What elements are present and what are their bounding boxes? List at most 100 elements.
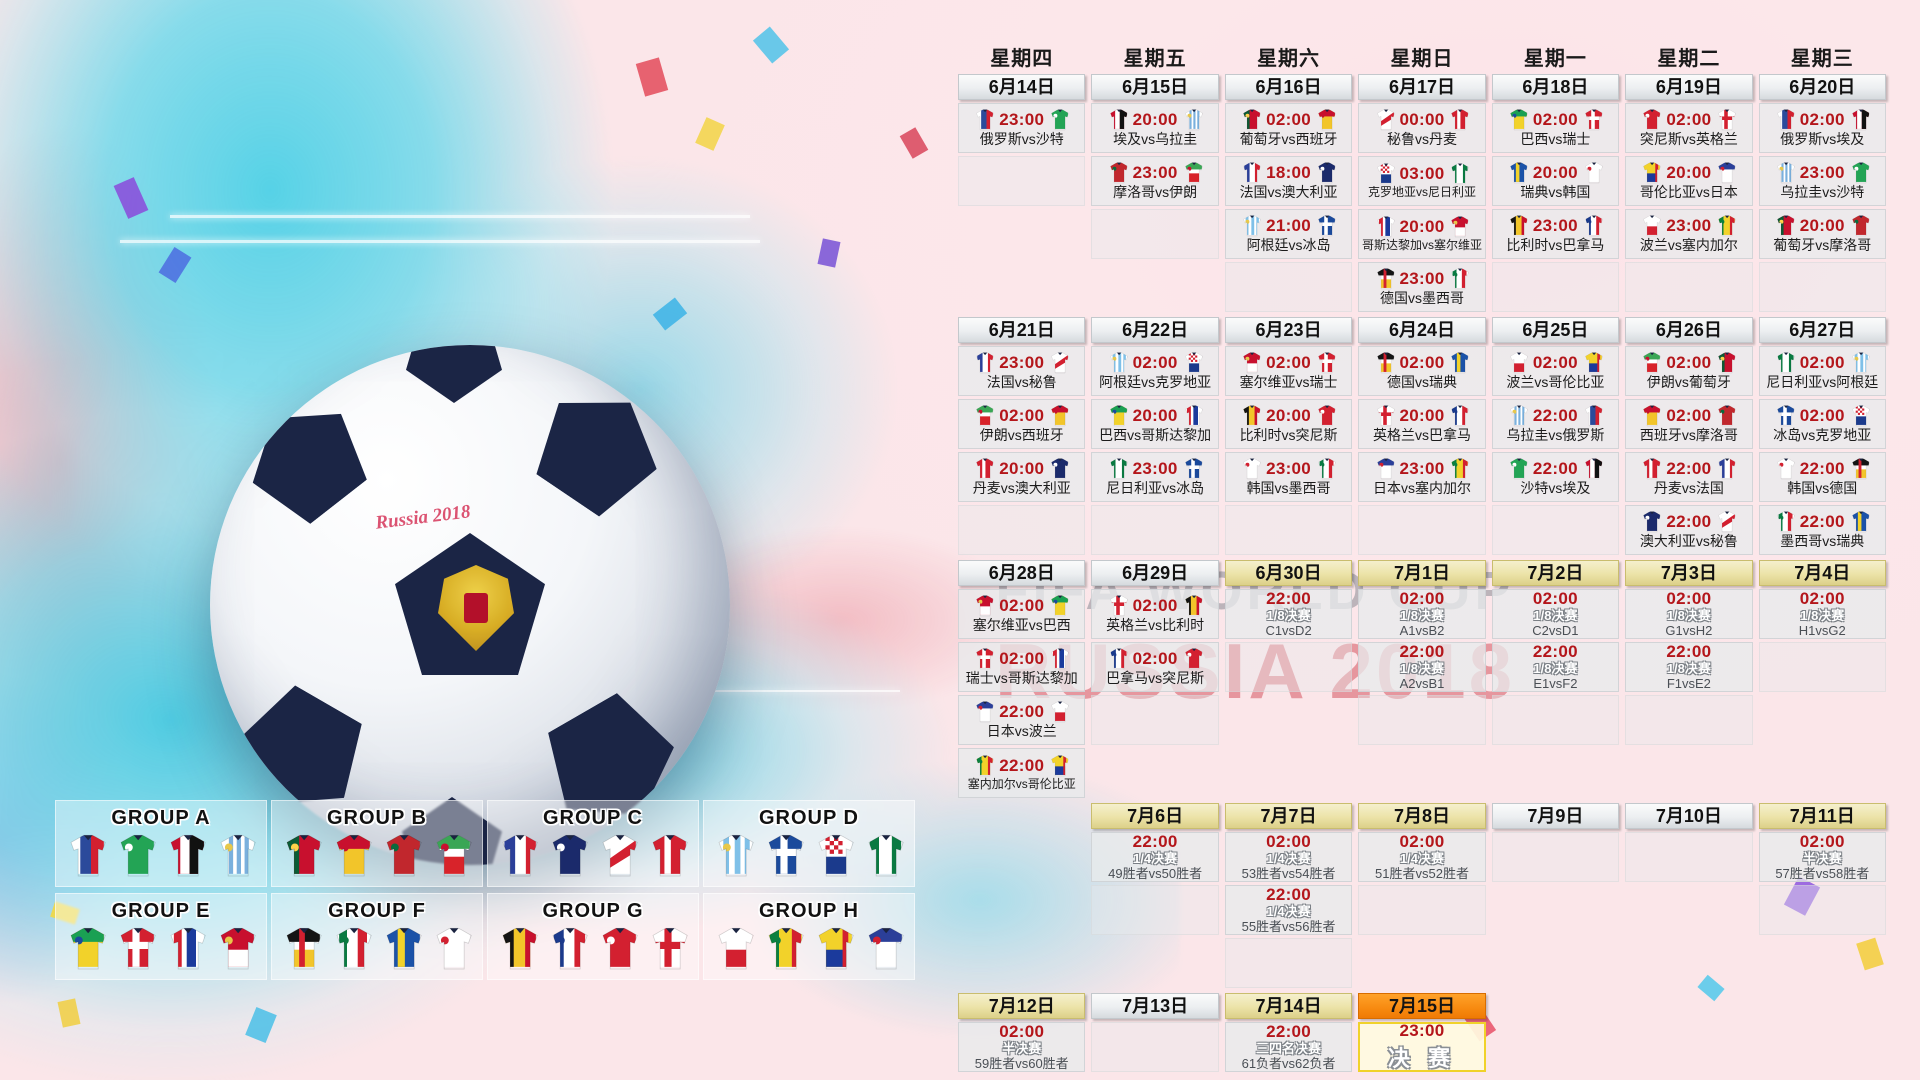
match-cell[interactable]: 02:00 突尼斯vs英格兰 [1625, 103, 1753, 153]
match-cell[interactable]: 02:00 1/4决赛 53胜者vs54胜者 [1224, 832, 1353, 882]
match-cell[interactable]: 20:00 英格兰vs巴拿马 [1358, 399, 1486, 449]
match-cell[interactable]: 02:00 俄罗斯vs埃及 [1758, 103, 1886, 153]
date-header[interactable]: 6月18日 [1491, 74, 1620, 100]
date-header[interactable]: 6月17日 [1358, 74, 1486, 100]
match-cell[interactable]: 02:00 伊朗vs西班牙 [958, 399, 1086, 449]
match-cell[interactable]: 21:00 阿根廷vs冰岛 [1224, 209, 1353, 259]
match-cell[interactable]: 23:00 尼日利亚vs冰岛 [1091, 452, 1219, 502]
date-header[interactable]: 6月28日 [958, 560, 1086, 586]
date-header[interactable]: 7月12日 [958, 993, 1086, 1019]
date-header[interactable]: 7月15日 [1358, 993, 1486, 1019]
match-cell[interactable]: 23:00 摩洛哥vs伊朗 [1091, 156, 1219, 206]
match-cell[interactable]: 20:00 哥斯达黎加vs塞尔维亚 [1358, 209, 1486, 259]
date-header[interactable]: 6月25日 [1491, 317, 1620, 343]
match-cell[interactable]: 22:00 沙特vs埃及 [1491, 452, 1620, 502]
date-header[interactable]: 6月30日 [1224, 560, 1353, 586]
group-box-group-b[interactable]: GROUP B [271, 800, 483, 887]
date-header[interactable]: 6月24日 [1358, 317, 1486, 343]
match-cell[interactable]: 02:00 冰岛vs克罗地亚 [1758, 399, 1886, 449]
date-header[interactable]: 6月27日 [1758, 317, 1886, 343]
match-cell[interactable]: 22:00 1/8决赛 F1vsE2 [1625, 642, 1753, 692]
match-cell[interactable]: 02:00 西班牙vs摩洛哥 [1625, 399, 1753, 449]
date-header[interactable]: 7月4日 [1758, 560, 1886, 586]
date-header[interactable]: 7月2日 [1491, 560, 1620, 586]
group-box-group-d[interactable]: GROUP D [703, 800, 915, 887]
match-cell[interactable]: 23:00 比利时vs巴拿马 [1491, 209, 1620, 259]
match-cell[interactable]: 23:00 乌拉圭vs沙特 [1758, 156, 1886, 206]
match-cell[interactable]: 02:00 伊朗vs葡萄牙 [1625, 346, 1753, 396]
match-cell[interactable]: 22:00 塞内加尔vs哥伦比亚 [958, 748, 1086, 798]
date-header[interactable]: 7月11日 [1758, 803, 1886, 829]
group-box-group-f[interactable]: GROUP F [271, 893, 483, 980]
match-cell[interactable]: 02:00 葡萄牙vs西班牙 [1224, 103, 1353, 153]
group-box-group-h[interactable]: GROUP H [703, 893, 915, 980]
match-cell[interactable]: 20:00 比利时vs突尼斯 [1224, 399, 1353, 449]
match-cell[interactable]: 02:00 半决赛 59胜者vs60胜者 [958, 1022, 1086, 1072]
match-cell[interactable]: 23:00 德国vs墨西哥 [1358, 262, 1486, 312]
match-cell[interactable]: 23:00 日本vs塞内加尔 [1358, 452, 1486, 502]
match-cell[interactable]: 20:00 瑞典vs韩国 [1491, 156, 1620, 206]
match-cell[interactable]: 18:00 法国vs澳大利亚 [1224, 156, 1353, 206]
match-cell[interactable]: 22:00 三四名决赛 61负者vs62负者 [1224, 1022, 1353, 1072]
date-header[interactable]: 6月15日 [1091, 74, 1219, 100]
match-cell[interactable]: 22:00 韩国vs德国 [1758, 452, 1886, 502]
date-header[interactable]: 7月7日 [1224, 803, 1353, 829]
match-cell[interactable]: 22:00 丹麦vs法国 [1625, 452, 1753, 502]
match-cell[interactable]: 02:00 尼日利亚vs阿根廷 [1758, 346, 1886, 396]
group-box-group-e[interactable]: GROUP E [55, 893, 267, 980]
match-cell[interactable]: 23:00 法国vs秘鲁 [958, 346, 1086, 396]
match-cell[interactable]: 22:00 1/8决赛 E1vsF2 [1491, 642, 1620, 692]
date-header[interactable]: 6月14日 [958, 74, 1086, 100]
match-cell[interactable]: 22:00 澳大利亚vs秘鲁 [1625, 505, 1753, 555]
match-cell[interactable]: 02:00 1/4决赛 51胜者vs52胜者 [1358, 832, 1486, 882]
group-box-group-c[interactable]: GROUP C [487, 800, 699, 887]
match-cell[interactable]: 02:00 瑞士vs哥斯达黎加 [958, 642, 1086, 692]
match-cell[interactable]: 22:00 1/4决赛 49胜者vs50胜者 [1091, 832, 1219, 882]
match-cell[interactable]: 23:00 俄罗斯vs沙特 [958, 103, 1086, 153]
match-cell[interactable]: 02:00 德国vs瑞典 [1358, 346, 1486, 396]
match-cell[interactable]: 20:00 葡萄牙vs摩洛哥 [1758, 209, 1886, 259]
match-cell[interactable]: 20:00 埃及vs乌拉圭 [1091, 103, 1219, 153]
match-cell[interactable]: 02:00 塞尔维亚vs巴西 [958, 589, 1086, 639]
date-header[interactable]: 6月26日 [1625, 317, 1753, 343]
match-cell[interactable]: 22:00 1/8决赛 A2vsB1 [1358, 642, 1486, 692]
match-cell[interactable]: 20:00 哥伦比亚vs日本 [1625, 156, 1753, 206]
match-cell[interactable]: 02:00 1/8决赛 C2vsD1 [1491, 589, 1620, 639]
match-cell[interactable]: 02:00 巴拿马vs突尼斯 [1091, 642, 1219, 692]
date-header[interactable]: 7月8日 [1358, 803, 1486, 829]
match-cell[interactable]: 02:00 1/8决赛 G1vsH2 [1625, 589, 1753, 639]
date-header[interactable]: 7月10日 [1625, 803, 1753, 829]
match-cell[interactable]: 23:00 决 赛 [1358, 1021, 1486, 1072]
group-box-group-a[interactable]: GROUP A [55, 800, 267, 887]
match-cell[interactable]: 22:00 1/8决赛 C1vsD2 [1224, 589, 1353, 639]
match-cell[interactable]: 02:00 1/8决赛 A1vsB2 [1358, 589, 1486, 639]
match-cell[interactable]: 02:00 塞尔维亚vs瑞士 [1224, 346, 1353, 396]
date-header[interactable]: 7月14日 [1224, 993, 1353, 1019]
match-cell[interactable]: 02:00 英格兰vs比利时 [1091, 589, 1219, 639]
match-cell[interactable]: 02:00 半决赛 57胜者vs58胜者 [1758, 832, 1886, 882]
date-header[interactable]: 7月1日 [1358, 560, 1486, 586]
date-header[interactable]: 6月29日 [1091, 560, 1219, 586]
match-cell[interactable]: 22:00 日本vs波兰 [958, 695, 1086, 745]
match-cell[interactable]: 02:00 波兰vs哥伦比亚 [1491, 346, 1620, 396]
date-header[interactable]: 7月13日 [1091, 993, 1219, 1019]
match-cell[interactable]: 03:00 克罗地亚vs尼日利亚 [1358, 156, 1486, 206]
match-cell[interactable]: 02:00 1/8决赛 H1vsG2 [1758, 589, 1886, 639]
date-header[interactable]: 7月6日 [1091, 803, 1219, 829]
match-cell[interactable]: 20:00 丹麦vs澳大利亚 [958, 452, 1086, 502]
match-cell[interactable]: 02:00 阿根廷vs克罗地亚 [1091, 346, 1219, 396]
match-cell[interactable]: 20:00 巴西vs哥斯达黎加 [1091, 399, 1219, 449]
match-cell[interactable]: 02:00 巴西vs瑞士 [1491, 103, 1620, 153]
date-header[interactable]: 6月22日 [1091, 317, 1219, 343]
match-cell[interactable]: 00:00 秘鲁vs丹麦 [1358, 103, 1486, 153]
match-cell[interactable]: 23:00 波兰vs塞内加尔 [1625, 209, 1753, 259]
date-header[interactable]: 6月21日 [958, 317, 1086, 343]
match-cell[interactable]: 23:00 韩国vs墨西哥 [1224, 452, 1353, 502]
date-header[interactable]: 7月3日 [1625, 560, 1753, 586]
date-header[interactable]: 7月9日 [1491, 803, 1620, 829]
date-header[interactable]: 6月19日 [1625, 74, 1753, 100]
match-cell[interactable]: 22:00 墨西哥vs瑞典 [1758, 505, 1886, 555]
date-header[interactable]: 6月23日 [1224, 317, 1353, 343]
match-cell[interactable]: 22:00 乌拉圭vs俄罗斯 [1491, 399, 1620, 449]
date-header[interactable]: 6月20日 [1758, 74, 1886, 100]
